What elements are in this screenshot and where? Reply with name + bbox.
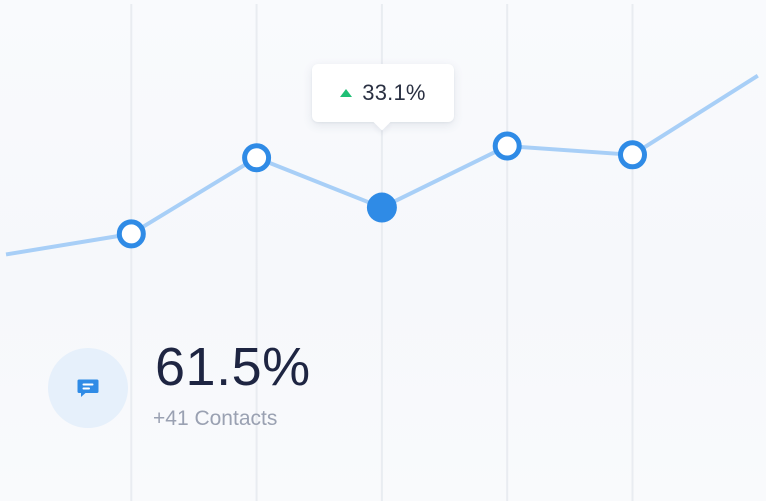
stat-value: 61.5% xyxy=(155,337,311,397)
data-point[interactable] xyxy=(116,219,146,249)
tooltip-value: 33.1% xyxy=(362,80,426,105)
data-point[interactable] xyxy=(618,140,647,170)
chart-tooltip: 33.1% xyxy=(312,64,454,122)
data-point[interactable] xyxy=(492,131,522,161)
stat-caption: +41 Contacts xyxy=(153,407,278,430)
data-point-selected[interactable] xyxy=(366,192,397,223)
stat-icon-badge xyxy=(48,348,128,428)
data-point[interactable] xyxy=(242,143,272,173)
chat-message-icon xyxy=(77,379,99,397)
trend-up-icon xyxy=(340,89,353,97)
chart-markers xyxy=(116,131,647,249)
